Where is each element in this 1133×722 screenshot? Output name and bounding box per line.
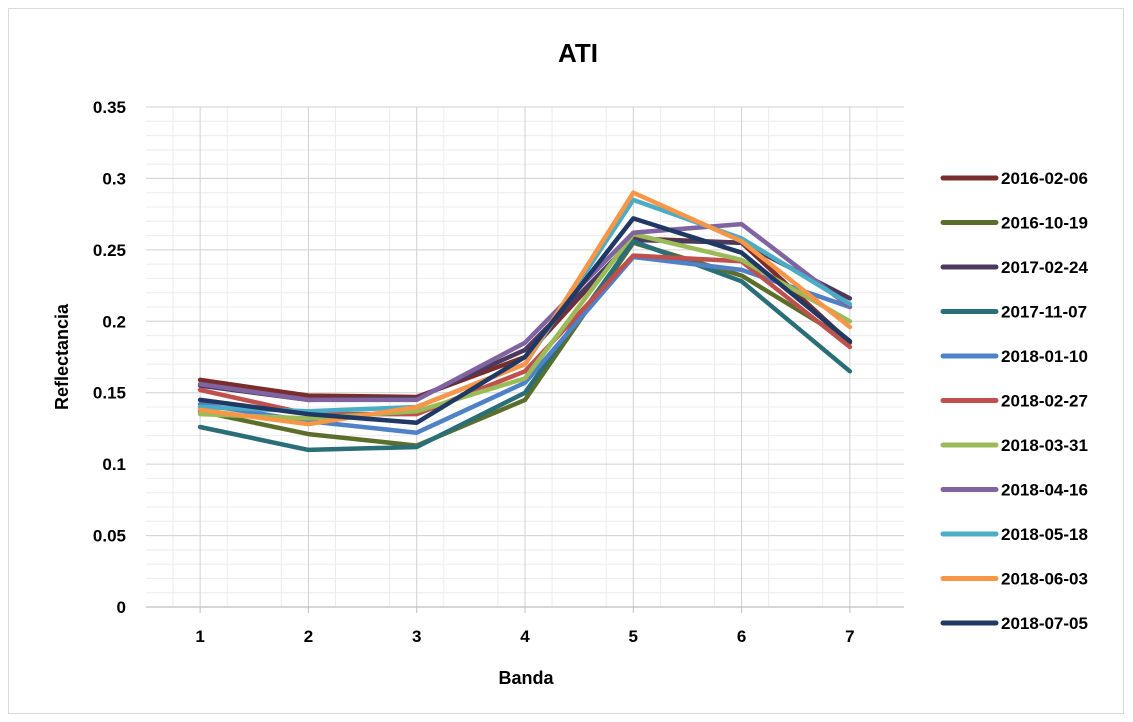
legend-label: 2018-07-05 xyxy=(1001,614,1088,633)
legend-label: 2018-02-27 xyxy=(1001,392,1088,411)
series-line-2018-04-16 xyxy=(197,221,853,403)
legend-label: 2016-10-19 xyxy=(1001,214,1088,233)
legend-label: 2018-01-10 xyxy=(1001,347,1088,366)
y-tick-label: 0.25 xyxy=(93,241,126,260)
legend-item[interactable]: 2017-02-24 xyxy=(940,258,1089,277)
x-tick-label: 6 xyxy=(737,627,746,646)
x-axis-label: Banda xyxy=(498,668,554,688)
series-line-2018-03-31 xyxy=(197,231,853,421)
legend-item[interactable]: 2018-05-18 xyxy=(940,525,1088,544)
y-tick-label: 0.1 xyxy=(102,455,126,474)
legend-item[interactable]: 2018-03-31 xyxy=(940,436,1088,455)
axes xyxy=(146,606,904,613)
chart-title: ATI xyxy=(558,38,598,68)
legend-label: 2017-11-07 xyxy=(1001,303,1087,322)
y-tick-label: 0.3 xyxy=(102,169,126,188)
y-tick-label: 0 xyxy=(117,598,126,617)
series-lines xyxy=(197,190,853,453)
legend-item[interactable]: 2018-02-27 xyxy=(940,392,1088,411)
x-tick-label: 3 xyxy=(412,627,421,646)
x-tick-label: 1 xyxy=(195,627,204,646)
legend-label: 2017-02-24 xyxy=(1001,258,1089,277)
chart-frame xyxy=(8,8,1124,714)
x-tick-label: 4 xyxy=(520,627,530,646)
legend-item[interactable]: 2016-02-06 xyxy=(940,169,1088,188)
series-line-2016-10-19 xyxy=(197,240,853,448)
legend-item[interactable]: 2017-11-07 xyxy=(940,303,1087,322)
legend-label: 2018-03-31 xyxy=(1001,436,1088,455)
legend-item[interactable]: 2018-07-05 xyxy=(940,614,1088,633)
legend-item[interactable]: 2018-01-10 xyxy=(940,347,1088,366)
legend-label: 2018-04-16 xyxy=(1001,481,1088,500)
legend-item[interactable]: 2016-10-19 xyxy=(940,214,1088,233)
y-tick-label: 0.05 xyxy=(93,527,126,546)
legend-label: 2018-06-03 xyxy=(1001,570,1088,589)
series-line-2017-11-07 xyxy=(197,239,853,453)
legend-label: 2016-02-06 xyxy=(1001,169,1088,188)
y-tick-label: 0.15 xyxy=(93,384,126,403)
y-axis-label: Reflectancia xyxy=(52,303,72,410)
legend-item[interactable]: 2018-06-03 xyxy=(940,570,1088,589)
x-tick-label: 5 xyxy=(629,627,638,646)
series-line-2018-06-03 xyxy=(197,190,853,427)
tick-labels: 0 0.05 0.1 0.15 0.2 0.25 0.3 0.35 1 2 3 4 5 6 7 xyxy=(93,98,855,646)
y-tick-label: 0.35 xyxy=(93,98,126,117)
legend-item[interactable]: 2018-04-16 xyxy=(940,481,1088,500)
series-line-2018-01-10 xyxy=(197,254,853,435)
legend[interactable]: 2016-02-06 2016-10-19 2017-02-24 2017-11-07… xyxy=(940,169,1089,633)
legend-label: 2018-05-18 xyxy=(1001,525,1088,544)
x-tick-label: 2 xyxy=(304,627,313,646)
y-tick-label: 0.2 xyxy=(102,312,126,331)
series-line-2018-07-05 xyxy=(197,216,853,425)
x-tick-label: 7 xyxy=(845,627,854,646)
